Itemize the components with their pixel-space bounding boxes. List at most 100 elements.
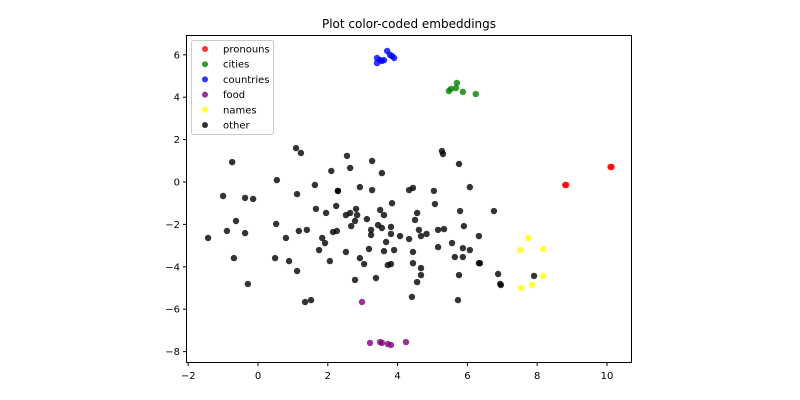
data-point (347, 222, 355, 230)
data-point (466, 246, 474, 254)
y-tick-label: 4 (174, 93, 180, 104)
x-tick-label: 6 (464, 371, 470, 382)
data-point (417, 271, 425, 279)
data-point (524, 234, 532, 242)
data-point (402, 338, 410, 346)
data-point (409, 259, 417, 267)
data-point (517, 284, 525, 292)
y-tick-label: 2 (174, 135, 180, 146)
y-tick-label: −4 (165, 262, 180, 273)
data-point (366, 339, 374, 347)
x-tick-label: 4 (394, 371, 400, 382)
data-point (380, 211, 388, 219)
data-point (228, 158, 236, 166)
data-point (376, 206, 384, 214)
data-point (326, 257, 334, 265)
series-other (204, 144, 538, 306)
legend-item-names: names (202, 105, 257, 116)
data-point (454, 296, 462, 304)
data-point (303, 226, 311, 234)
data-point (273, 176, 281, 184)
x-tick-label: 10 (601, 371, 614, 382)
data-point (378, 169, 386, 177)
data-point (322, 209, 330, 217)
data-point (293, 267, 301, 275)
data-point (307, 296, 315, 304)
data-point (241, 229, 249, 237)
data-point (466, 183, 474, 191)
data-point (396, 232, 404, 240)
x-tick-label: −2 (181, 371, 196, 382)
data-point (332, 202, 340, 210)
data-point (405, 235, 413, 243)
data-point (430, 187, 438, 195)
data-point (417, 232, 425, 240)
legend-item-countries: countries (202, 75, 269, 86)
legend-item-food: food (202, 90, 245, 101)
data-point (608, 163, 615, 171)
data-point (271, 254, 279, 262)
data-point (459, 88, 467, 96)
data-point (363, 215, 371, 223)
legend-marker-icon (202, 76, 208, 83)
data-point (204, 234, 212, 242)
legend-box (191, 40, 274, 135)
data-point (490, 207, 498, 215)
data-point (497, 281, 505, 289)
data-point (440, 225, 448, 233)
data-point (368, 157, 376, 165)
legend-marker-icon (202, 122, 208, 128)
data-point (319, 234, 326, 242)
data-point (219, 192, 227, 200)
data-point (367, 226, 375, 234)
data-point (390, 246, 398, 254)
data-point (311, 181, 319, 189)
data-point (321, 239, 329, 247)
legend-marker-icon (202, 106, 208, 113)
data-point (453, 79, 461, 87)
data-point (293, 190, 301, 198)
data-point (301, 298, 309, 306)
data-point (285, 257, 293, 265)
data-point (460, 222, 468, 230)
data-point (528, 281, 536, 289)
data-point (475, 259, 483, 267)
data-point (452, 84, 460, 92)
data-point (417, 264, 425, 272)
data-point (384, 261, 392, 269)
data-point (343, 152, 351, 160)
legend: pronouns cities countries food names other (191, 40, 274, 135)
data-point (272, 220, 280, 228)
y-tick-label: −6 (165, 305, 180, 316)
data-point (434, 226, 442, 234)
data-point (295, 227, 303, 235)
data-point (353, 211, 361, 219)
data-point (241, 194, 249, 202)
legend-label: cities (223, 60, 249, 71)
data-point (312, 205, 320, 213)
data-point (539, 245, 547, 253)
data-point (342, 248, 350, 256)
data-point (351, 276, 359, 284)
data-point (456, 207, 464, 215)
data-point (447, 85, 455, 93)
data-point (368, 186, 376, 194)
legend-item-cities: cities (202, 60, 249, 71)
data-point (334, 187, 342, 195)
data-point (451, 253, 459, 261)
data-point (230, 254, 238, 262)
data-point (360, 260, 368, 268)
series-pronouns (561, 163, 615, 189)
data-point (292, 144, 300, 152)
legend-marker-icon (202, 46, 208, 52)
data-point (423, 230, 430, 238)
legend-item-other: other (202, 121, 251, 132)
x-axis: −2 0 2 4 6 8 10 (181, 362, 614, 382)
data-point (413, 278, 421, 286)
data-point (367, 231, 375, 239)
data-point (472, 90, 479, 98)
data-point (232, 217, 240, 225)
y-tick-label: 0 (174, 178, 180, 189)
plot-area-frame (186, 35, 632, 363)
series-cities (445, 79, 479, 98)
